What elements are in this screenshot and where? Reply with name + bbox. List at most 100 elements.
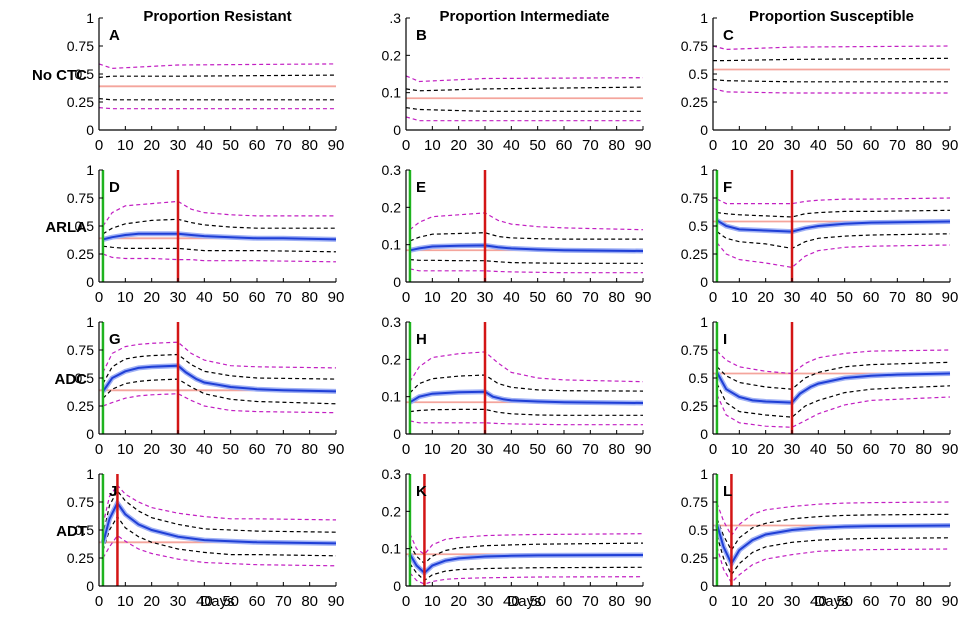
x-tick-label: 80 — [301, 289, 318, 306]
inner-lower-band — [98, 98, 336, 101]
y-tick-label: 0.2 — [382, 503, 402, 519]
outer-upper-band — [716, 197, 951, 205]
inner-upper-band — [716, 209, 951, 218]
x-tick-label: 40 — [503, 289, 520, 306]
x-tick-label: 40 — [503, 441, 520, 458]
x-tick-label: 0 — [402, 441, 410, 458]
panel-letter: D — [109, 179, 120, 196]
outer-lower-band — [712, 88, 950, 94]
inner-lower-band — [409, 563, 644, 582]
inner-lower-band — [712, 79, 950, 83]
x-tick-label: 0 — [709, 137, 717, 154]
x-tick-label: 10 — [731, 441, 748, 458]
x-tick-label: 30 — [170, 137, 187, 154]
mean-line — [102, 364, 337, 393]
outer-upper-band — [102, 200, 336, 227]
x-tick-label: 10 — [424, 593, 441, 610]
x-tick-label: 40 — [810, 441, 827, 458]
outer-lower-band — [98, 107, 336, 110]
y-tick-label: 0.25 — [67, 246, 94, 262]
x-tick-label: 70 — [275, 137, 292, 154]
y-tick-label: 0.75 — [681, 494, 708, 510]
x-tick-label: 0 — [402, 137, 410, 154]
column-title: Proportion Susceptible — [749, 8, 914, 25]
inner-lower-band — [716, 231, 951, 250]
x-tick-label: 50 — [222, 441, 239, 458]
x-tick-label: 70 — [889, 137, 906, 154]
mean-line — [716, 219, 951, 233]
x-tick-label: 70 — [889, 593, 906, 610]
inner-lower-band — [409, 259, 643, 264]
x-tick-label: 90 — [635, 441, 652, 458]
x-tick-label: 60 — [556, 593, 573, 610]
y-tick-label: 0 — [700, 122, 708, 138]
x-tick-label: 70 — [582, 137, 599, 154]
y-tick-label: 0.25 — [681, 550, 708, 566]
x-tick-label: 40 — [196, 593, 213, 610]
column-title: Proportion Intermediate — [439, 8, 609, 25]
inner-upper-band — [716, 513, 951, 552]
x-tick-label: 50 — [222, 137, 239, 154]
x-tick-label: 30 — [477, 593, 494, 610]
x-tick-label: 30 — [784, 289, 801, 306]
x-tick-label: 40 — [810, 289, 827, 306]
x-tick-label: 20 — [757, 441, 774, 458]
row-label: ARLA — [45, 219, 87, 236]
x-tick-label: 80 — [608, 289, 625, 306]
x-tick-label: 90 — [328, 137, 345, 154]
x-tick-label: 10 — [424, 289, 441, 306]
mean-line — [716, 524, 951, 566]
outer-upper-band — [716, 501, 951, 537]
x-tick-label: 10 — [424, 441, 441, 458]
x-tick-label: 0 — [709, 441, 717, 458]
mean-line-halo — [714, 523, 951, 569]
panel-letter: C — [723, 27, 734, 44]
x-tick-label: 80 — [915, 289, 932, 306]
x-tick-label: 30 — [784, 593, 801, 610]
x-tick-label: 90 — [942, 289, 959, 306]
y-tick-label: 0.1 — [382, 389, 402, 405]
x-tick-label: 50 — [529, 137, 546, 154]
x-axis-label: Days — [200, 593, 234, 610]
y-tick-label: 0 — [86, 274, 94, 290]
inner-upper-band — [409, 374, 644, 394]
x-tick-label: 60 — [249, 441, 266, 458]
x-tick-label: 70 — [582, 441, 599, 458]
outer-upper-band — [712, 45, 951, 51]
x-tick-label: 70 — [275, 289, 292, 306]
inner-upper-band — [98, 74, 337, 78]
x-tick-label: 50 — [529, 289, 546, 306]
x-tick-label: 10 — [117, 289, 134, 306]
x-tick-label: 20 — [450, 289, 467, 306]
y-tick-label: 0.75 — [681, 38, 708, 54]
x-tick-label: 20 — [757, 593, 774, 610]
x-tick-label: 30 — [784, 441, 801, 458]
x-tick-label: 0 — [709, 289, 717, 306]
inner-upper-band — [409, 232, 643, 242]
outer-lower-band — [405, 116, 643, 122]
panel-letter: H — [416, 331, 427, 348]
y-tick-label: 0.25 — [681, 246, 708, 262]
y-tick-label: 0.75 — [67, 190, 94, 206]
x-tick-label: 60 — [249, 289, 266, 306]
row-label: No CTC — [32, 67, 87, 84]
x-tick-label: 90 — [328, 593, 345, 610]
column-title: Proportion Resistant — [143, 8, 291, 25]
y-tick-label: 0.75 — [681, 190, 708, 206]
outer-lower-band — [102, 534, 337, 567]
y-tick-label: 1 — [700, 10, 708, 26]
x-tick-label: 0 — [95, 593, 103, 610]
x-tick-label: 90 — [635, 289, 652, 306]
x-tick-label: 30 — [784, 137, 801, 154]
y-tick-label: 0.25 — [681, 398, 708, 414]
panel-letter: E — [416, 179, 426, 196]
y-tick-label: 1 — [86, 314, 94, 330]
outer-upper-band — [102, 484, 337, 525]
x-tick-label: 70 — [582, 289, 599, 306]
y-tick-label: 0.3 — [382, 162, 402, 178]
outer-upper-band — [409, 351, 644, 383]
y-tick-label: 0.25 — [67, 398, 94, 414]
mean-line — [409, 553, 644, 575]
y-tick-label: 0 — [393, 122, 401, 138]
